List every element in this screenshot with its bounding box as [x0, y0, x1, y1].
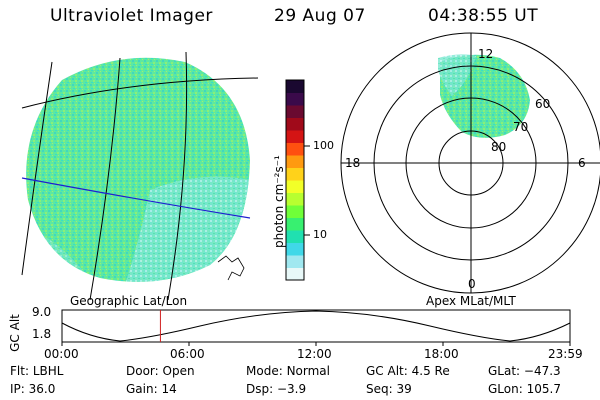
colorbar-tick-label-10: 10	[313, 228, 327, 241]
instrument-title: Ultraviolet Imager	[50, 6, 213, 26]
status-flt: Flt: LBHL	[10, 364, 64, 378]
colorbar-swatch	[286, 242, 304, 256]
status-dsp: Dsp: −3.9	[246, 382, 307, 396]
colorbar-swatch	[286, 142, 304, 156]
mlt-label-0: 0	[468, 277, 476, 291]
time-label: 04:38:55 UT	[428, 6, 539, 26]
colorbar-swatch	[286, 155, 304, 168]
status-mode: Mode: Normal	[246, 364, 330, 378]
xtick-0000: 00:00	[44, 347, 79, 361]
status-gc-alt: GC Alt: 4.5 Re	[366, 364, 450, 378]
mlat-label-80: 80	[491, 140, 507, 154]
colorbar-swatch	[286, 230, 304, 243]
mlt-label-6: 6	[578, 156, 586, 170]
mlt-label-18: 18	[345, 156, 361, 170]
terminator-line	[21, 177, 251, 219]
xtick-0600: 06:00	[170, 347, 205, 361]
coastline	[217, 255, 245, 281]
colorbar-swatch	[286, 80, 304, 93]
geographic-caption: Geographic Lat/Lon	[70, 294, 188, 308]
status-door: Door: Open	[126, 364, 195, 378]
status-glon: GLon: 105.7	[488, 382, 561, 396]
polar-plot	[340, 32, 600, 294]
mlat-label-70: 70	[513, 120, 529, 134]
date-label: 29 Aug 07	[274, 6, 366, 26]
colorbar-tick-label-100: 100	[313, 139, 334, 152]
apex-caption: Apex MLat/MLT	[426, 294, 516, 308]
altitude-ytick-1-8: 1.8	[32, 327, 52, 341]
geographic-image	[21, 51, 259, 300]
status-ip: IP: 36.0	[10, 382, 56, 396]
altitude-plot	[61, 309, 571, 346]
status-glat: GLat: −47.3	[488, 364, 561, 378]
mlat-label-60: 60	[535, 97, 551, 111]
status-seq: Seq: 39	[366, 382, 412, 396]
colorbar-swatch	[286, 180, 304, 193]
altitude-ylabel: GC Alt	[7, 314, 22, 352]
xtick-1800: 18:00	[424, 347, 459, 361]
colorbar-swatch	[286, 267, 304, 281]
colorbar	[285, 79, 305, 281]
colorbar-swatch	[286, 117, 304, 131]
xtick-2359: 23:59	[548, 347, 583, 361]
colorbar-swatch	[286, 105, 304, 118]
colorbar-swatch	[286, 217, 304, 231]
status-gain: Gain: 14	[126, 382, 177, 396]
colorbar-swatch	[286, 205, 304, 218]
altitude-ytick-9: 9.0	[32, 305, 52, 319]
colorbar-swatch	[286, 167, 304, 181]
altitude-curve	[61, 310, 571, 342]
colorbar-swatch	[286, 255, 304, 268]
xtick-1200: 12:00	[297, 347, 332, 361]
mlt-label-12: 12	[478, 47, 494, 61]
colorbar-swatch	[286, 92, 304, 106]
colorbar-swatch	[286, 192, 304, 206]
colorbar-label: photon cm⁻²s⁻¹	[272, 155, 286, 248]
colorbar-swatch	[286, 130, 304, 143]
